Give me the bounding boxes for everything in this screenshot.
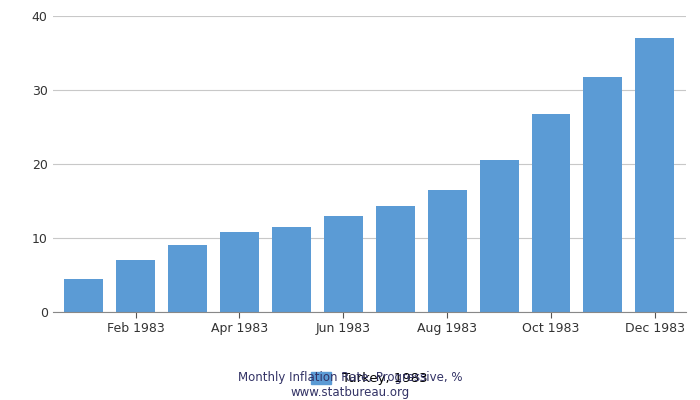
Bar <box>64 279 103 312</box>
Text: Monthly Inflation Rate, Progressive, %: Monthly Inflation Rate, Progressive, % <box>238 372 462 384</box>
Bar <box>272 227 311 312</box>
Bar <box>220 232 259 312</box>
Bar <box>636 38 674 312</box>
Bar <box>324 216 363 312</box>
Bar <box>531 114 570 312</box>
Bar <box>376 206 414 312</box>
Bar <box>116 260 155 312</box>
Legend: Turkey, 1983: Turkey, 1983 <box>312 372 427 385</box>
Bar <box>168 245 207 312</box>
Text: www.statbureau.org: www.statbureau.org <box>290 386 410 399</box>
Bar <box>480 160 519 312</box>
Bar <box>583 78 622 312</box>
Bar <box>428 190 467 312</box>
